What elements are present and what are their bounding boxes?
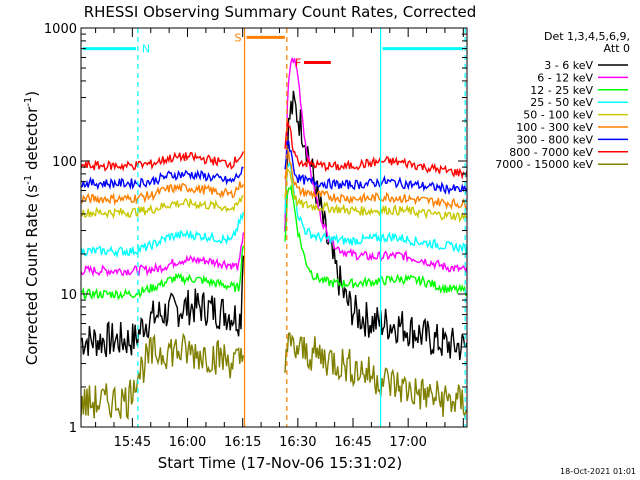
series-line [81, 232, 245, 278]
series-line [81, 211, 245, 259]
series-line [81, 255, 245, 358]
series-line [284, 160, 467, 254]
flare-interval-label: F [295, 57, 301, 70]
series-line [284, 184, 467, 297]
legend-header: Det 1,3,4,5,6,9, [544, 30, 630, 43]
legend-label: 800 - 7000 keV [509, 146, 593, 159]
y-axis-label-part: detector [23, 106, 41, 175]
y-axis: 1 10 100 1000 [44, 22, 467, 436]
series-line [81, 195, 244, 220]
series-line [284, 57, 467, 274]
legend-label: 3 - 6 keV [544, 59, 593, 72]
x-tick-label: 16:45 [334, 435, 371, 450]
legend-label: 6 - 12 keV [537, 71, 593, 84]
series-line [81, 181, 245, 206]
plot-frame [80, 27, 468, 428]
plot-data-layer [81, 57, 467, 421]
series-line [284, 148, 467, 211]
legend-header: Att 0 [604, 42, 630, 55]
x-axis-label: Start Time (17-Nov-06 15:31:02) [158, 454, 403, 472]
series-line [284, 139, 467, 196]
legend-label: 25 - 50 keV [530, 96, 593, 109]
y-axis-label-sup: -1 [23, 175, 34, 185]
y-axis-label: Corrected Count Rate (s-1 detector-1) [23, 91, 41, 365]
chart-title: RHESSI Observing Summary Count Rates, Co… [84, 3, 477, 21]
x-tick-label: 16:00 [169, 435, 206, 450]
series-line [284, 166, 467, 223]
night-interval-label: N [142, 43, 150, 56]
legend-label: 50 - 100 keV [523, 109, 593, 122]
legend-label: 100 - 300 keV [516, 121, 593, 134]
y-axis-label-sup: -1 [23, 97, 34, 107]
series-line [81, 245, 245, 301]
x-tick-label: 15:45 [114, 435, 151, 450]
x-axis: 15:45 16:00 16:15 16:30 16:45 17:00 [95, 28, 464, 450]
x-tick-label: 16:15 [224, 435, 261, 450]
y-axis-label-part: Corrected Count Rate (s [23, 185, 41, 366]
series-line [284, 332, 467, 419]
y-tick-label: 10 [60, 288, 77, 303]
annotation-layer: N S F [83, 28, 466, 427]
y-tick-label: 1000 [44, 22, 77, 37]
series-line [81, 151, 245, 172]
saa-interval-label: S [235, 31, 242, 44]
x-tick-label: 17:00 [389, 435, 426, 450]
series-line [284, 120, 467, 180]
generation-timestamp: 18-Oct-2021 01:01 [560, 467, 636, 476]
x-tick-label: 16:30 [279, 435, 316, 450]
legend-label: 300 - 800 keV [516, 133, 593, 146]
series-line [284, 90, 467, 361]
y-axis-label-part: ) [23, 91, 41, 97]
legend-label: 7000 - 15000 keV [495, 158, 593, 171]
y-tick-label: 100 [52, 155, 77, 170]
series-line [81, 166, 244, 191]
series-line [81, 332, 245, 421]
y-tick-label: 1 [69, 421, 77, 436]
legend-label: 12 - 25 keV [530, 84, 593, 97]
